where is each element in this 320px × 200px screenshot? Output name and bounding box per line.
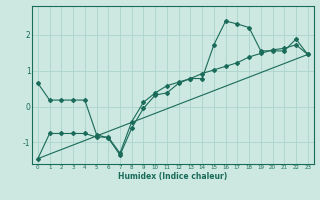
X-axis label: Humidex (Indice chaleur): Humidex (Indice chaleur) — [118, 172, 228, 181]
